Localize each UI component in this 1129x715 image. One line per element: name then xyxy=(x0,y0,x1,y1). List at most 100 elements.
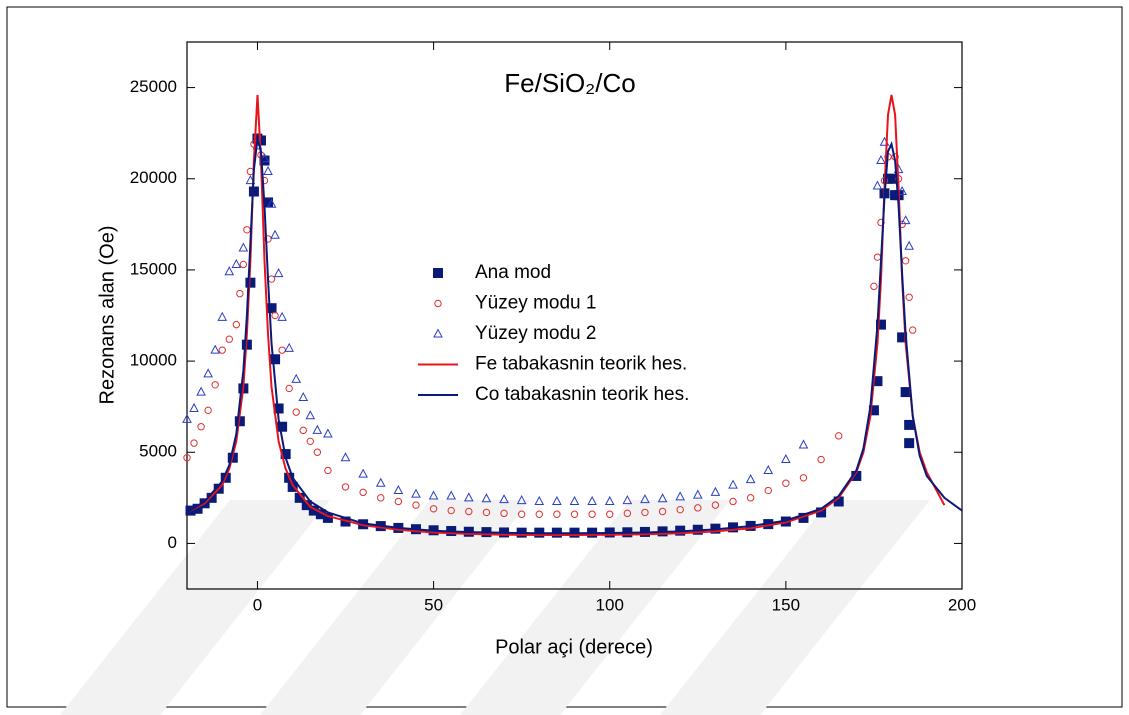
triangle-marker xyxy=(516,495,527,505)
circle-marker xyxy=(225,335,233,343)
triangle-marker xyxy=(270,229,280,239)
legend-label: Co tabakasnin teorik hes. xyxy=(475,384,689,405)
square-marker xyxy=(904,438,915,449)
circle-marker xyxy=(239,260,248,269)
x-tick-label: 0 xyxy=(253,595,262,614)
square-marker xyxy=(259,155,270,166)
triangle-marker xyxy=(203,368,213,378)
watermark xyxy=(60,500,930,715)
circle-marker xyxy=(190,439,198,447)
chart-title: Fe/SiO₂/Co xyxy=(504,68,635,98)
line-series xyxy=(187,94,946,536)
triangle-marker xyxy=(433,328,443,338)
square-marker xyxy=(875,319,886,330)
circle-marker xyxy=(236,289,244,298)
triangle-marker xyxy=(224,266,235,276)
square-marker xyxy=(886,173,897,184)
circle-marker xyxy=(377,494,385,502)
triangle-marker xyxy=(710,486,721,496)
y-axis-label: Rezonans alan (Oe) xyxy=(96,226,118,405)
triangle-marker xyxy=(277,311,287,321)
circle-marker xyxy=(746,494,755,502)
x-tick-label: 50 xyxy=(424,595,443,614)
triangle-marker xyxy=(411,488,421,498)
square-marker xyxy=(263,197,274,208)
square-marker xyxy=(851,470,862,481)
square-marker xyxy=(245,277,256,288)
triangle-marker xyxy=(428,490,439,500)
circle-marker xyxy=(394,497,403,506)
circle-marker xyxy=(341,483,350,491)
circle-marker xyxy=(278,346,286,354)
circle-marker xyxy=(243,226,251,234)
square-marker xyxy=(322,512,333,523)
square-marker xyxy=(192,503,203,514)
y-tick-label: 20000 xyxy=(130,168,177,187)
triangle-marker xyxy=(904,240,914,250)
circle-marker xyxy=(465,507,473,516)
circle-marker xyxy=(676,505,684,514)
circle-marker xyxy=(553,510,561,518)
circle-marker xyxy=(873,253,882,261)
triangle-marker xyxy=(266,198,277,208)
y-tick-label: 25000 xyxy=(130,77,177,96)
triangle-marker xyxy=(534,495,545,505)
circle-marker xyxy=(429,505,438,513)
triangle-marker xyxy=(481,493,492,503)
square-marker xyxy=(868,405,879,416)
square-marker xyxy=(904,419,915,430)
triangle-marker xyxy=(196,386,206,396)
triangle-marker xyxy=(781,453,791,464)
circle-marker xyxy=(264,235,272,243)
circle-marker xyxy=(267,275,276,283)
square-marker xyxy=(206,492,217,503)
square-marker xyxy=(248,186,259,197)
y-tick-label: 15000 xyxy=(130,259,177,278)
triangle-marker xyxy=(375,477,386,487)
square-marker xyxy=(433,268,443,278)
circle-marker xyxy=(324,466,332,475)
circle-marker xyxy=(835,432,843,440)
circle-marker xyxy=(204,406,212,415)
circle-marker xyxy=(908,326,917,334)
circle-marker xyxy=(623,509,632,518)
x-tick-label: 100 xyxy=(596,595,624,614)
circle-marker xyxy=(606,510,614,518)
circle-marker xyxy=(694,504,702,512)
square-marker xyxy=(798,512,809,523)
circle-marker xyxy=(817,455,825,464)
circle-marker xyxy=(711,501,720,509)
square-marker xyxy=(266,303,277,314)
circle-marker xyxy=(218,346,226,354)
triangle-marker xyxy=(897,185,907,196)
y-tick-label: 5000 xyxy=(139,442,177,461)
x-axis-label: Polar açi (derece) xyxy=(495,636,653,658)
triangle-marker xyxy=(499,494,509,504)
square-marker xyxy=(308,505,319,516)
triangle-marker xyxy=(872,180,883,190)
plot-frame xyxy=(186,41,963,590)
square-marker xyxy=(833,496,844,507)
triangle-marker xyxy=(604,495,615,505)
triangle-marker xyxy=(675,491,686,501)
legend-label: Fe tabakasnin teorik hes. xyxy=(475,354,687,375)
x-tick-label: 150 xyxy=(772,595,800,614)
circle-marker xyxy=(306,437,314,446)
circle-marker xyxy=(641,508,649,517)
circle-marker xyxy=(729,497,737,506)
triangle-marker xyxy=(291,373,302,383)
square-marker xyxy=(294,492,305,503)
circle-marker xyxy=(482,508,491,517)
triangle-marker xyxy=(622,495,633,505)
circle-marker xyxy=(292,408,300,416)
triangle-marker xyxy=(358,468,368,478)
square-marker xyxy=(287,481,298,492)
line-series xyxy=(187,138,962,535)
square-marker xyxy=(872,376,883,387)
circle-marker xyxy=(870,282,878,291)
circle-marker xyxy=(299,426,307,435)
circle-marker xyxy=(447,506,455,515)
triangle-marker xyxy=(340,452,351,462)
circle-marker xyxy=(197,423,205,431)
